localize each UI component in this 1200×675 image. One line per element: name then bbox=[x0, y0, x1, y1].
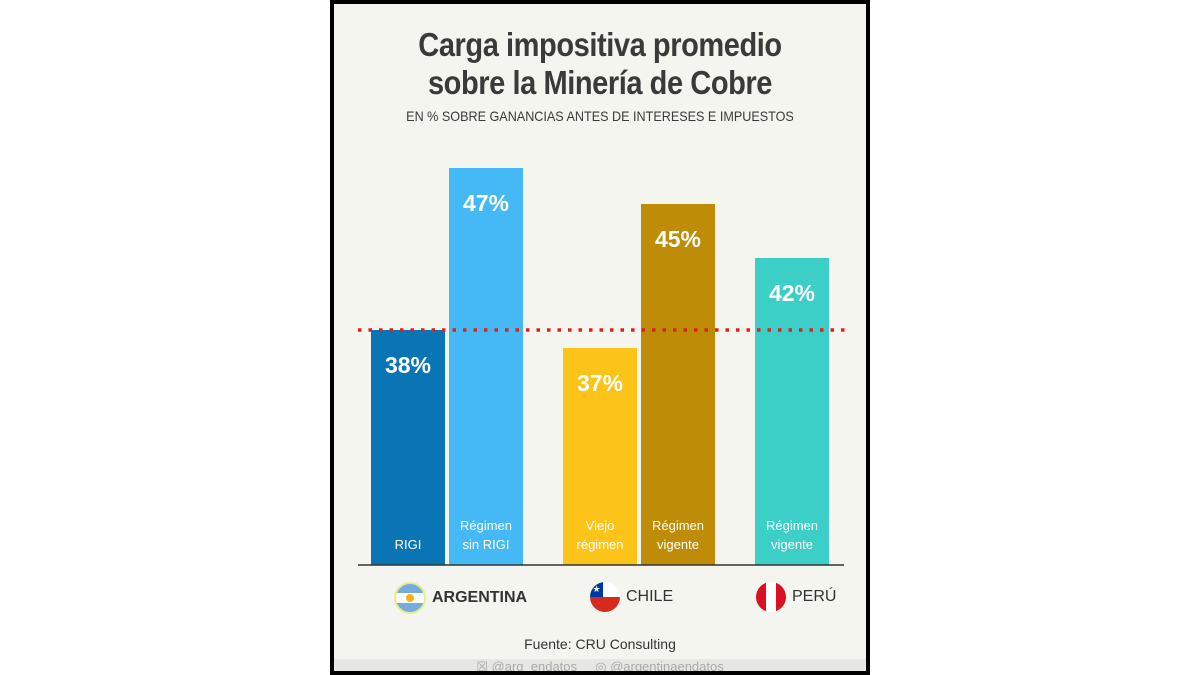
instagram-icon: ◎ bbox=[595, 659, 607, 674]
data-label: 37% bbox=[577, 370, 623, 396]
bar bbox=[755, 258, 829, 565]
source-note: Fuente: CRU Consulting bbox=[524, 636, 676, 652]
country-label: ARGENTINA bbox=[432, 589, 528, 606]
country-chile: ★ CHILE bbox=[590, 582, 673, 612]
data-label: 42% bbox=[769, 280, 815, 306]
peru-flag-icon bbox=[756, 582, 786, 612]
bar bbox=[371, 330, 445, 565]
country-argentina: ARGENTINA bbox=[394, 582, 527, 614]
bar bbox=[641, 204, 715, 565]
country-label: CHILE bbox=[626, 588, 674, 605]
chart-subtitle: EN % SOBRE GANANCIAS ANTES DE INTERESES … bbox=[406, 108, 794, 124]
category-label: Régimen bbox=[652, 518, 704, 533]
instagram-handle[interactable]: @argentinaendatos bbox=[610, 659, 724, 674]
x-handle[interactable]: @arg_endatos bbox=[491, 659, 578, 674]
chile-flag-icon: ★ bbox=[590, 582, 620, 612]
x-icon: ☒ bbox=[476, 659, 488, 674]
argentina-flag-icon bbox=[394, 582, 426, 614]
bar bbox=[563, 348, 637, 565]
category-label: Viejo bbox=[586, 518, 615, 533]
infographic-frame: Carga impositiva promedio sobre la Miner… bbox=[330, 0, 870, 675]
bar bbox=[449, 168, 523, 565]
category-label: sin RIGI bbox=[463, 537, 510, 552]
category-label: régimen bbox=[577, 537, 624, 552]
category-label: Régimen bbox=[460, 518, 512, 533]
data-label: 38% bbox=[385, 352, 431, 378]
chart-title: Carga impositiva promedio sobre la Miner… bbox=[366, 26, 834, 102]
country-peru: PERÚ bbox=[756, 582, 836, 612]
category-label: Régimen bbox=[766, 518, 818, 533]
title-line-2: sobre la Minería de Cobre bbox=[427, 64, 773, 101]
bar-chart: 38% RIGI 47% Régimen sin RIGI 37% Viejo régimen… bbox=[358, 168, 846, 566]
country-label: PERÚ bbox=[792, 588, 837, 605]
title-line-1: Carga impositiva promedio bbox=[418, 26, 782, 63]
category-label: vigente bbox=[771, 537, 813, 552]
footer-social: ☒ @arg_endatos ◎ @argentinaendatos bbox=[334, 659, 866, 674]
data-label: 45% bbox=[655, 226, 701, 252]
category-label: RIGI bbox=[395, 537, 422, 552]
data-label: 47% bbox=[463, 190, 509, 216]
category-label: vigente bbox=[657, 537, 699, 552]
